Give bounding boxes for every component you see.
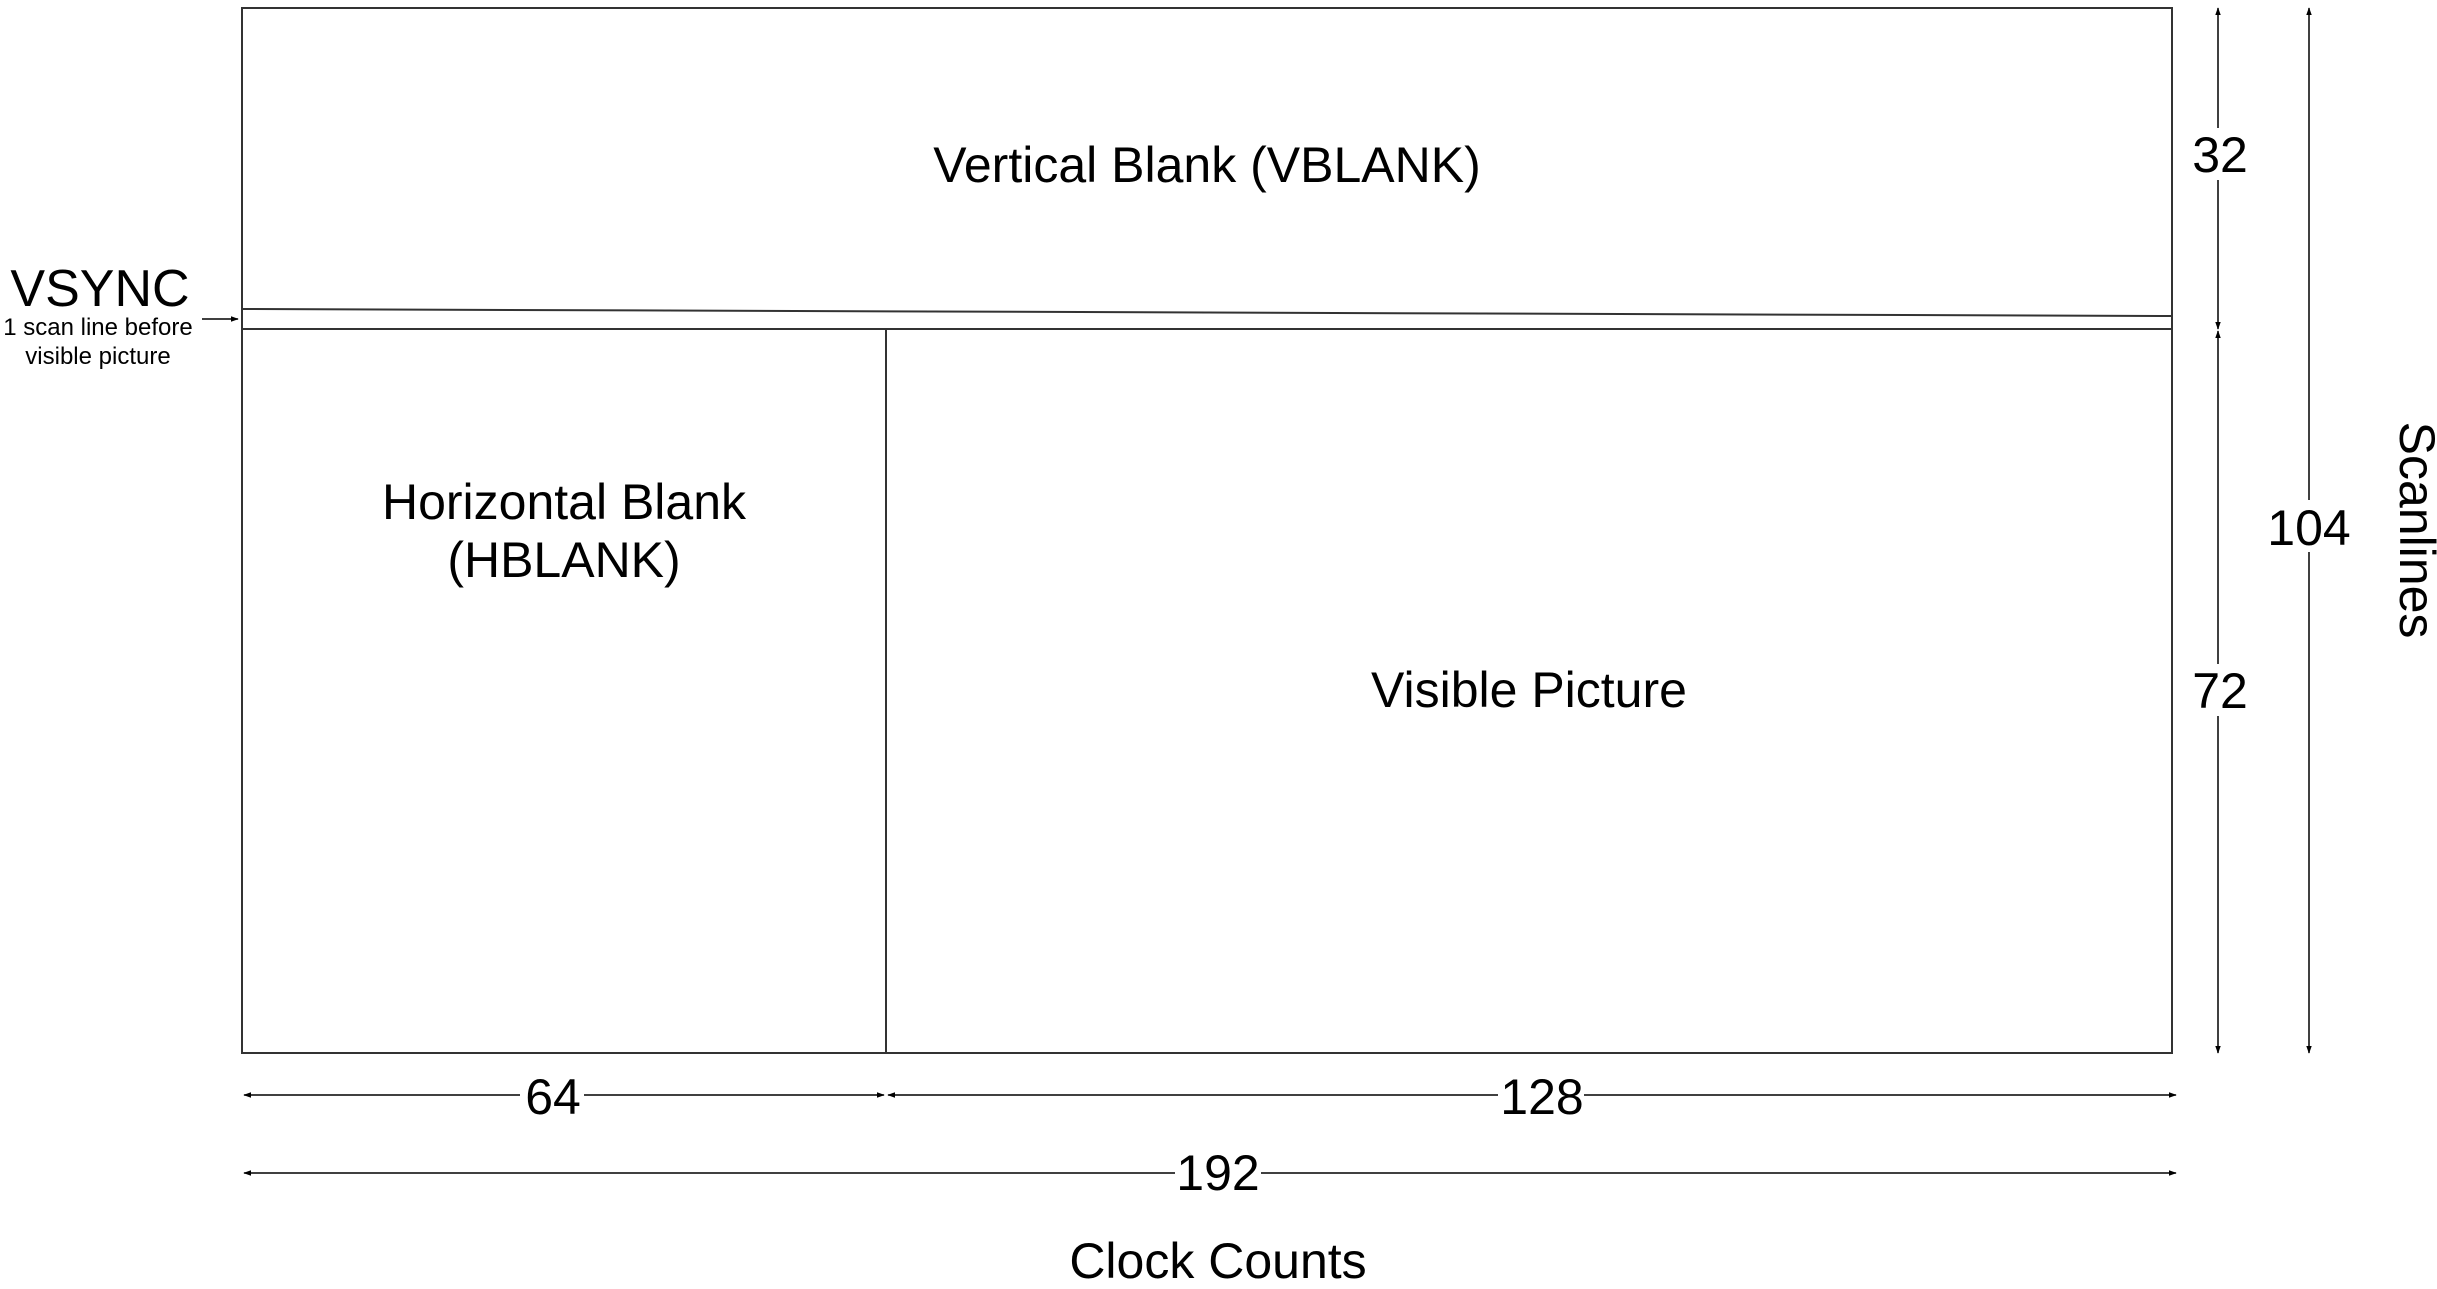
total-width-label-bg — [1175, 1146, 1261, 1200]
visible-picture-label: Visible Picture — [1371, 662, 1687, 718]
visible-height-label: 72 — [2192, 663, 2248, 719]
hblank-width-label-bg — [520, 1068, 584, 1122]
y-axis-label: Scanlines — [2389, 422, 2437, 639]
hblank-label-line1: Horizontal Blank — [382, 474, 747, 530]
visible-width-label-bg — [1498, 1068, 1584, 1122]
vblank-height-label: 32 — [2192, 127, 2248, 183]
hblank-width-label: 64 — [525, 1069, 581, 1125]
total-height-label: 104 — [2267, 500, 2350, 556]
vsync-line-top — [241, 308, 2173, 317]
vsync-note-line2: visible picture — [25, 343, 170, 370]
x-axis-label: Clock Counts — [1069, 1233, 1366, 1289]
total-height-label-bg — [2266, 500, 2352, 552]
visible-width-label: 128 — [1500, 1069, 1583, 1125]
frame-outline — [241, 7, 2173, 1054]
hblank-label-line2: (HBLANK) — [447, 532, 680, 588]
vblank-label: Vertical Blank (VBLANK) — [933, 137, 1480, 193]
vsync-title: VSYNC — [10, 260, 189, 318]
total-width-label: 192 — [1176, 1145, 1259, 1201]
visible-height-label-bg — [2190, 664, 2248, 716]
vsync-note-line1: 1 scan line before — [3, 314, 192, 341]
vblank-height-label-bg — [2190, 128, 2248, 180]
